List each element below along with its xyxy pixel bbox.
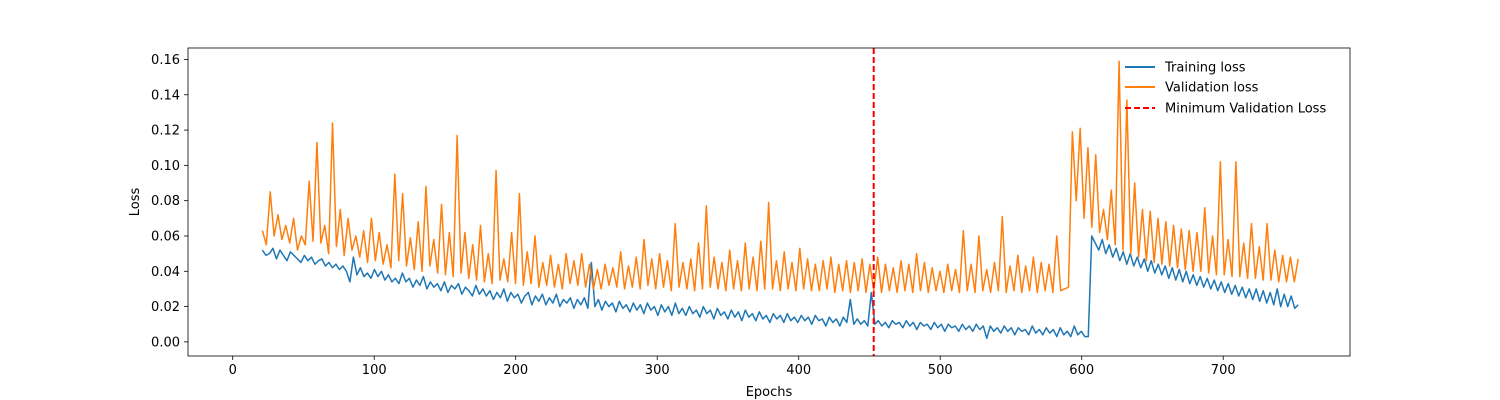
- legend-label-min-val: Minimum Validation Loss: [1165, 102, 1326, 117]
- plot-frame: [187, 47, 1351, 357]
- plot-area: [261, 48, 1299, 356]
- legend-label-validation: Validation loss: [1165, 81, 1259, 96]
- legend-label-training: Training loss: [1164, 61, 1246, 76]
- x-tick-label: 100: [362, 363, 387, 378]
- x-tick-label: 700: [1211, 363, 1236, 378]
- x-tick-label: 300: [645, 363, 670, 378]
- y-tick-label: 0.16: [151, 53, 180, 68]
- y-tick-label: 0.14: [151, 88, 180, 103]
- y-tick-label: 0.06: [151, 229, 180, 244]
- x-tick-label: 0: [229, 363, 237, 378]
- training-loss-line: [261, 235, 1299, 340]
- x-tick-label: 500: [928, 363, 953, 378]
- x-axis: 0 100 200 300 400 500 600 700: [229, 356, 1236, 378]
- y-tick-label: 0.00: [151, 335, 180, 350]
- y-tick-label: 0.04: [151, 265, 180, 280]
- y-tick-label: 0.10: [151, 159, 180, 174]
- validation-loss-line: [261, 60, 1299, 294]
- legend: Training loss Validation loss Minimum Va…: [1125, 61, 1326, 117]
- x-tick-label: 600: [1069, 363, 1094, 378]
- y-axis: 0.00 0.02 0.04 0.06 0.08 0.10 0.12 0.14 0.16: [151, 53, 188, 350]
- x-axis-title: Epochs: [746, 385, 793, 400]
- y-tick-label: 0.08: [151, 194, 180, 209]
- y-tick-label: 0.12: [151, 124, 180, 139]
- y-axis-title: Loss: [128, 188, 143, 217]
- x-tick-label: 400: [786, 363, 811, 378]
- y-tick-label: 0.02: [151, 300, 180, 315]
- x-tick-label: 200: [503, 363, 528, 378]
